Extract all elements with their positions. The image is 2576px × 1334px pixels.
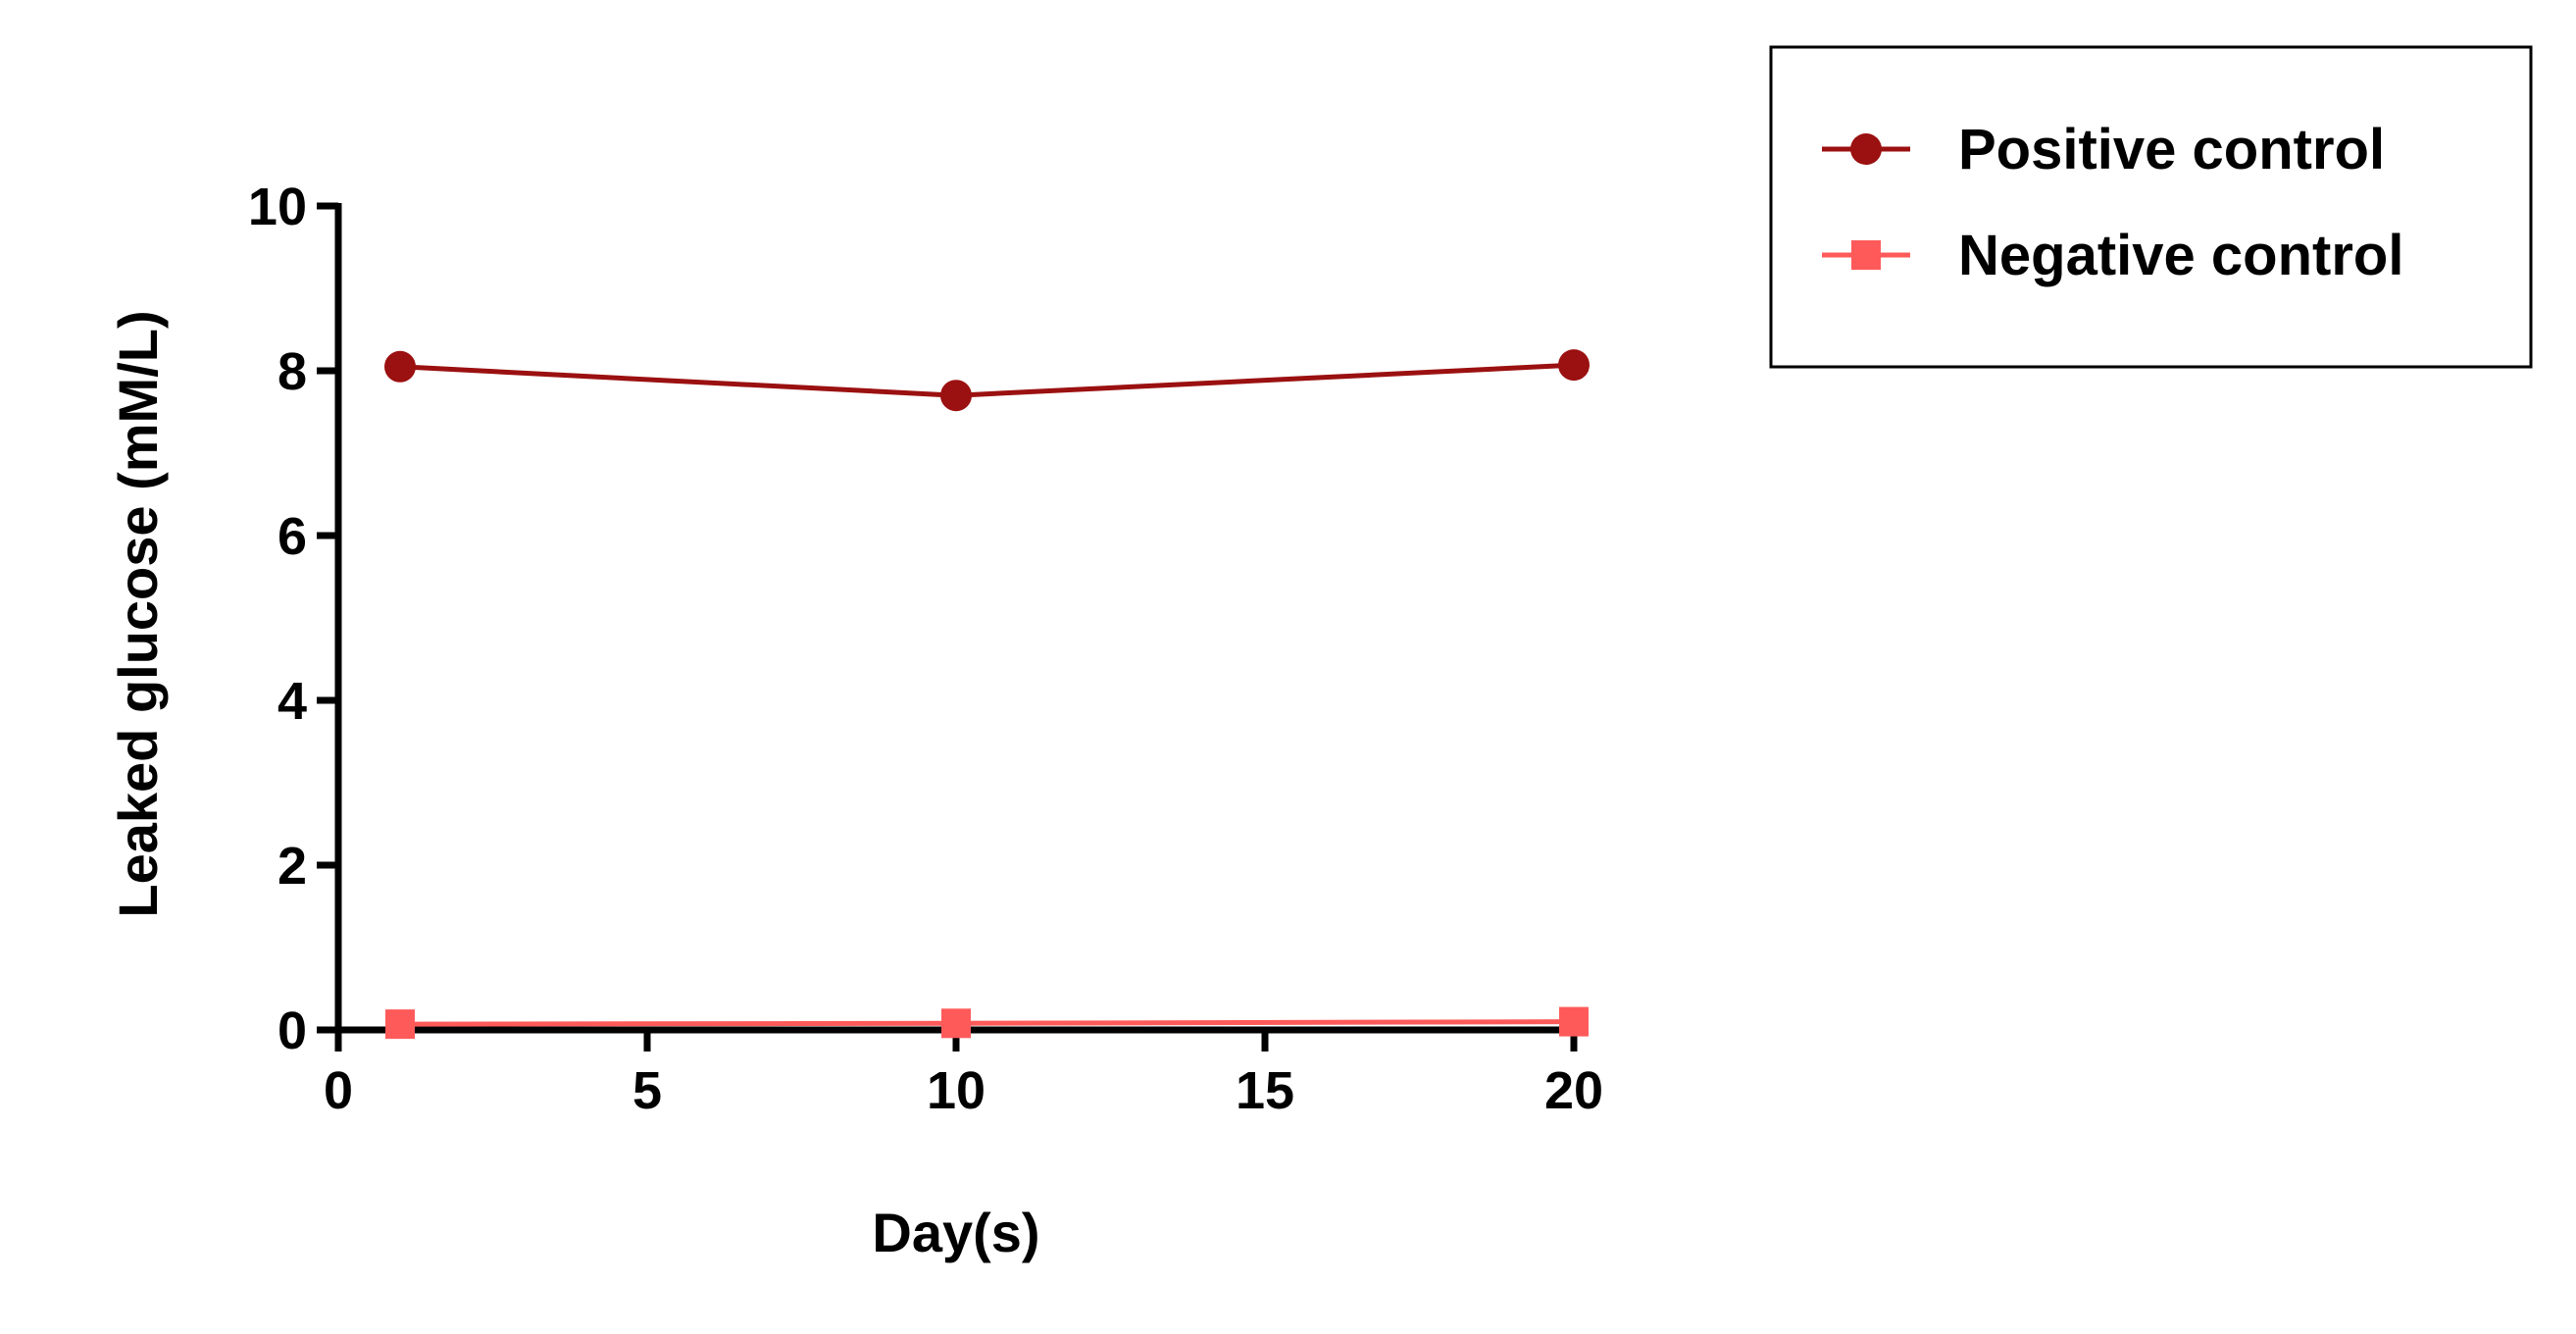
x-tick-label: 10: [927, 1061, 985, 1120]
data-point: [941, 1008, 971, 1039]
legend-marker: [1850, 133, 1882, 165]
legend-box: [1769, 45, 2533, 369]
data-series: [384, 349, 1590, 1040]
legend-item: Positive control: [1822, 118, 2385, 181]
y-tick-label: 6: [278, 507, 307, 566]
series-positive-control: [384, 349, 1590, 412]
legend-label: Positive control: [1958, 118, 2385, 181]
x-tick-label: 20: [1544, 1061, 1603, 1120]
series-negative-control: [385, 1006, 1589, 1040]
y-tick-label: 0: [278, 1001, 307, 1060]
y-tick-label: 8: [278, 342, 307, 401]
legend: Positive control Negative control: [1769, 45, 2533, 369]
legend-marker: [1851, 240, 1881, 270]
x-tick-label: 0: [324, 1061, 353, 1120]
legend-label: Negative control: [1958, 224, 2403, 287]
y-tick-label: 2: [278, 837, 307, 896]
x-axis-title: Day(s): [872, 1202, 1039, 1263]
axes: [334, 203, 1576, 1034]
data-point: [385, 1009, 415, 1040]
x-tick-label: 5: [632, 1061, 662, 1120]
data-point: [1559, 1006, 1589, 1037]
tick-marks: 0 5 10 15 20 0 2 4 6 8 10: [248, 178, 1603, 1120]
data-point: [940, 380, 972, 412]
legend-item: Negative control: [1822, 224, 2403, 287]
y-tick-label: 10: [248, 178, 307, 236]
series-line: [399, 362, 1575, 398]
series-line: [399, 1019, 1575, 1027]
y-tick-label: 4: [278, 672, 307, 731]
x-tick-label: 15: [1236, 1061, 1294, 1120]
data-point: [1558, 349, 1590, 382]
data-point: [384, 350, 416, 383]
y-axis-title: Leaked glucose (mM/L): [107, 310, 169, 917]
